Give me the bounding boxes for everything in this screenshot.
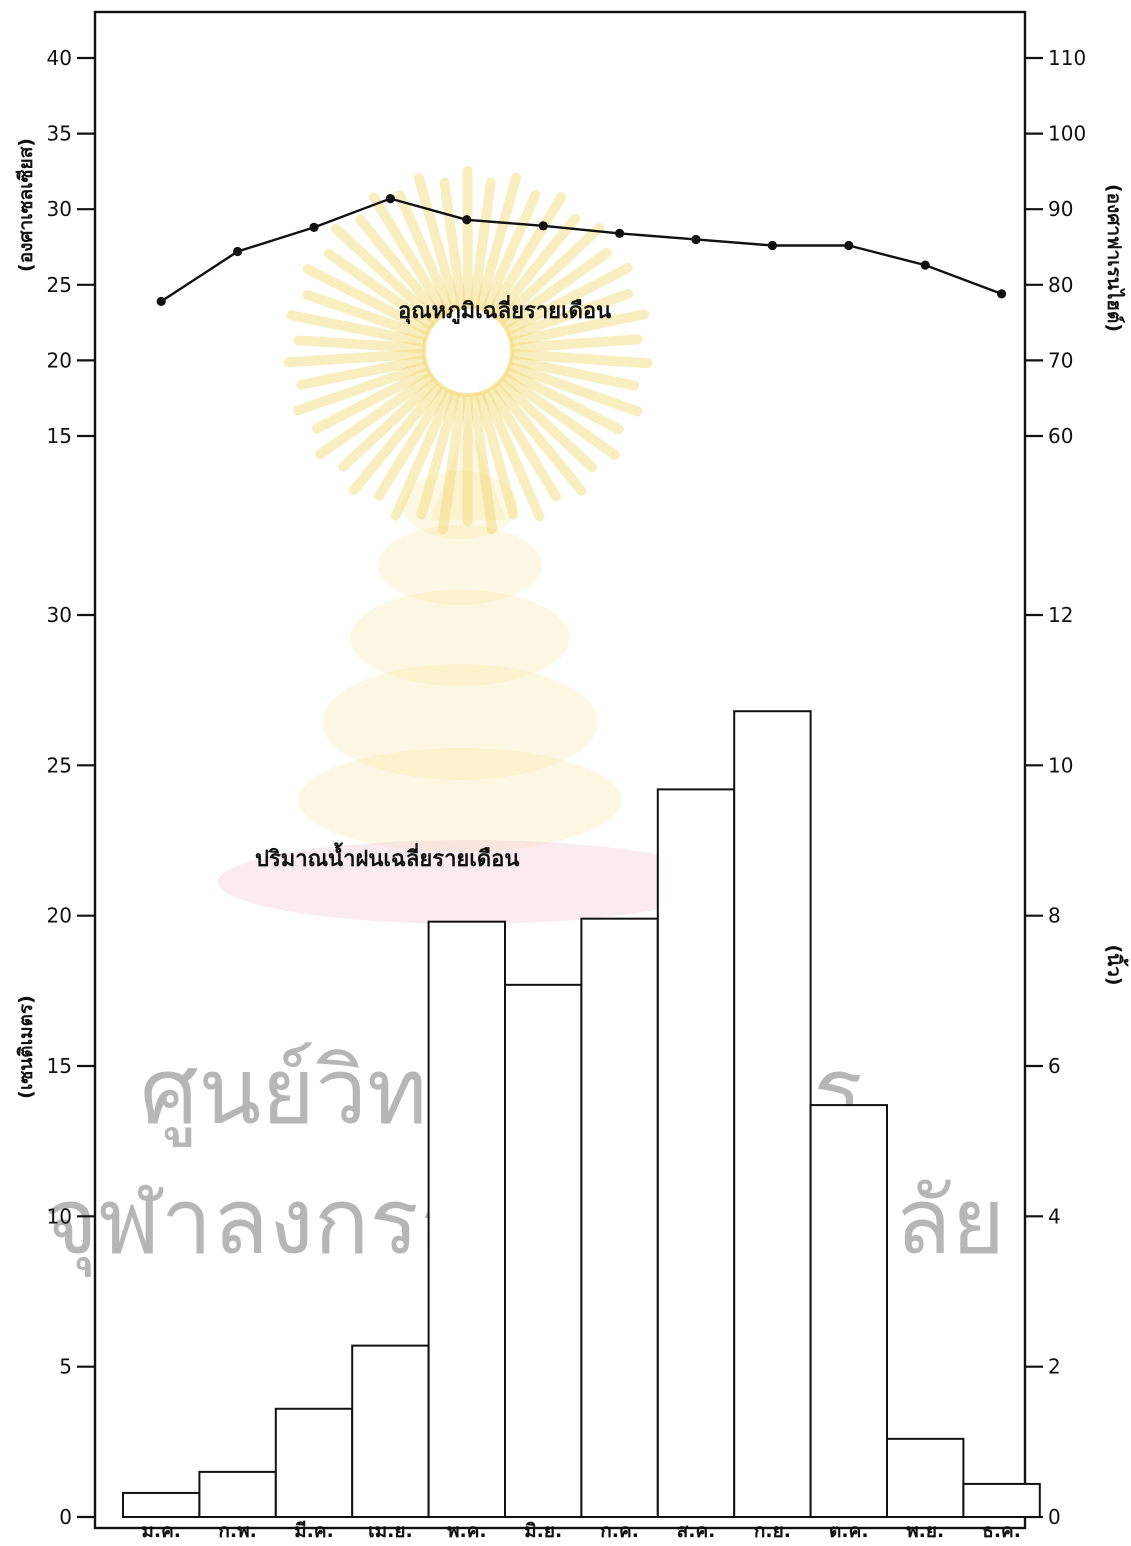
rain-bar — [734, 711, 810, 1517]
temp-left-tick-label: 20 — [47, 348, 72, 372]
rain-left-tick-label: 15 — [47, 1054, 72, 1078]
temp-left-ticks: 15 20 25 30 35 40 — [47, 46, 95, 448]
month-label: ก.ย. — [754, 1520, 791, 1542]
rain-left-ticks: 0 5 10 15 20 25 30 — [47, 603, 95, 1529]
temp-point — [691, 235, 700, 244]
rain-left-tick-label: 20 — [47, 904, 72, 928]
rain-series-label: ปริมาณน้ำฝนเฉลี่ยรายเดือน — [255, 842, 519, 872]
temp-right-axis-title: (องศาฟาเรนไฮต์) — [1103, 184, 1126, 332]
month-label: พ.ค. — [447, 1520, 487, 1542]
rain-right-tick-label: 10 — [1048, 753, 1073, 777]
temp-right-ticks: 60 70 80 90 100 110 — [1025, 46, 1086, 448]
month-label: มี.ค. — [294, 1520, 334, 1542]
temp-right-tick-label: 60 — [1048, 424, 1073, 448]
month-labels: ม.ค. ก.พ. มี.ค. เม.ย. พ.ค. มิ.ย. ก.ค. ส.ค. ก.ย. ต… — [141, 1520, 1021, 1542]
rain-bar — [123, 1493, 199, 1517]
temp-right-tick-label: 80 — [1048, 273, 1073, 297]
rain-left-tick-label: 0 — [59, 1505, 72, 1529]
temp-point — [844, 241, 853, 250]
watermark-tier — [298, 748, 622, 852]
month-label: มิ.ย. — [524, 1520, 562, 1542]
temp-point — [386, 194, 395, 203]
rain-left-tick-label: 25 — [47, 753, 72, 777]
month-label: พ.ย. — [906, 1520, 944, 1542]
month-label: ม.ค. — [141, 1520, 181, 1542]
rain-right-tick-label: 12 — [1048, 603, 1073, 627]
temp-point — [233, 247, 242, 256]
temp-right-tick-label: 70 — [1048, 348, 1073, 372]
temp-right-tick-label: 100 — [1048, 122, 1086, 146]
rain-right-tick-label: 2 — [1048, 1355, 1061, 1379]
month-label: ธ.ค. — [982, 1520, 1021, 1542]
month-label: ส.ค. — [677, 1520, 716, 1542]
rain-left-tick-label: 5 — [59, 1355, 72, 1379]
temp-right-tick-label: 90 — [1048, 197, 1073, 221]
rain-bar — [887, 1439, 963, 1517]
rain-right-ticks: 0 2 4 6 8 10 12 — [1025, 603, 1073, 1529]
rain-bar — [429, 922, 505, 1517]
rain-right-tick-label: 8 — [1048, 904, 1061, 928]
university-seal-watermark — [218, 171, 718, 924]
temp-point — [615, 229, 624, 238]
month-label: ต.ค. — [829, 1520, 868, 1542]
rain-right-tick-label: 0 — [1048, 1505, 1061, 1529]
rain-bar — [963, 1484, 1039, 1517]
temp-point — [462, 215, 471, 224]
temp-point — [997, 289, 1006, 298]
temp-point — [921, 261, 930, 270]
month-label: ก.พ. — [218, 1520, 256, 1542]
rain-right-tick-label: 4 — [1048, 1204, 1061, 1228]
rain-bar — [199, 1472, 275, 1517]
rain-bar — [352, 1346, 428, 1517]
temp-point — [157, 297, 166, 306]
temp-left-axis-title: (องศาเซลเซียส) — [15, 138, 37, 272]
rain-left-tick-label: 30 — [47, 603, 72, 627]
rain-bar — [811, 1105, 887, 1517]
temp-left-tick-label: 25 — [47, 273, 72, 297]
month-label: เม.ย. — [368, 1520, 413, 1542]
temp-point — [539, 221, 548, 230]
rain-left-axis-title: (เซนติเมตร) — [15, 995, 37, 1099]
rain-bar — [581, 919, 657, 1517]
temp-left-tick-label: 15 — [47, 424, 72, 448]
rain-right-axis-title: (นิ้ว) — [1103, 944, 1129, 985]
rain-left-tick-label: 10 — [47, 1204, 72, 1228]
rain-bar — [658, 789, 734, 1517]
temp-left-tick-label: 35 — [47, 122, 72, 146]
temp-left-tick-label: 30 — [47, 197, 72, 221]
temp-point — [768, 241, 777, 250]
rain-bar — [505, 985, 581, 1517]
rain-right-tick-label: 6 — [1048, 1054, 1061, 1078]
month-label: ก.ค. — [600, 1520, 639, 1542]
temp-left-tick-label: 40 — [47, 46, 72, 70]
temp-series-label: อุณหภูมิเฉลี่ยรายเดือน — [398, 294, 611, 325]
temp-point — [309, 223, 318, 232]
temp-right-tick-label: 110 — [1048, 46, 1086, 70]
rain-bar — [276, 1409, 352, 1517]
